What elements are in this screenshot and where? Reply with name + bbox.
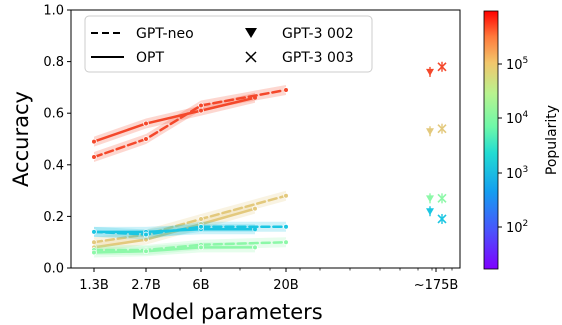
legend-x-icon [245,51,257,63]
x-tick-label: ~175B [414,278,459,293]
data-point [283,87,289,93]
x-tick-label: 1.3B [79,278,109,293]
plot-frame [70,9,461,269]
colorbar-tick-label: 102 [506,219,528,236]
y-tick-label: 0.4 [43,158,64,173]
gpt3-003-marker [437,62,447,72]
y-tick-label: 0.8 [43,55,64,70]
colorbar-tick-label: 103 [506,165,528,182]
data-point [91,249,97,256]
y-tick-label: 1.0 [43,4,64,19]
legend-triangle-down-icon [245,28,257,38]
gpt-neo-line [92,88,288,159]
x-tick-label: 20B [273,278,298,293]
data-point [143,248,149,255]
x-tick-label: 2.7B [131,278,161,293]
gpt3-002-marker [426,128,434,136]
legend-label-gpt3-003: GPT-3 003 [282,50,354,66]
gpt3-003-marker [437,193,447,203]
data-point [198,102,204,109]
gpt3-002-marker [426,68,434,76]
data-point [252,244,258,251]
opt-line [92,246,257,254]
data-point [198,244,204,251]
gpt-neo-line [92,225,288,236]
colorbar-gradient [483,10,499,270]
gpt-neo-line [92,240,288,252]
x-axis-title: Model parameters [131,300,323,324]
legend-label-gpt3-002: GPT-3 002 [282,26,354,42]
colorbar-title: Popularity [544,105,560,175]
data-point [283,239,289,246]
opt-line [92,96,257,143]
legend-label-opt: OPT [136,50,164,66]
colorbar-tick-label: 104 [506,110,529,127]
x-tick-label: 6B [192,278,209,293]
y-tick-label: 0.2 [43,210,64,225]
data-point [143,231,149,238]
colorbar-tick-label: 105 [506,56,528,73]
data-point [283,192,289,199]
y-tick-label: 0.0 [43,262,64,277]
data-point [143,136,149,142]
legend-label-gpt-neo: GPT-neo [136,26,194,42]
gpt3-003-marker [437,124,447,134]
gpt3-003-marker [437,214,447,224]
y-tick-label: 0.6 [43,107,64,122]
data-point [91,154,97,160]
legend-box [84,15,373,73]
gpt3-002-marker [426,195,434,203]
data-point [91,229,97,235]
legend: GPT-neo OPT GPT-3 002 GPT-3 003 [84,15,373,73]
data-point [252,205,258,212]
y-axis-title: Accuracy [9,91,33,187]
colorbar: 102 103 104 105 Popularity [483,10,560,270]
confidence-band [94,221,286,240]
confidence-band [94,84,286,163]
gpt-neo-line [92,194,288,244]
gpt3-002-marker [426,208,434,216]
data-point [143,120,149,127]
data-point [91,138,97,145]
opt-line [92,207,257,249]
data-point [283,223,289,230]
data-point [198,223,204,230]
